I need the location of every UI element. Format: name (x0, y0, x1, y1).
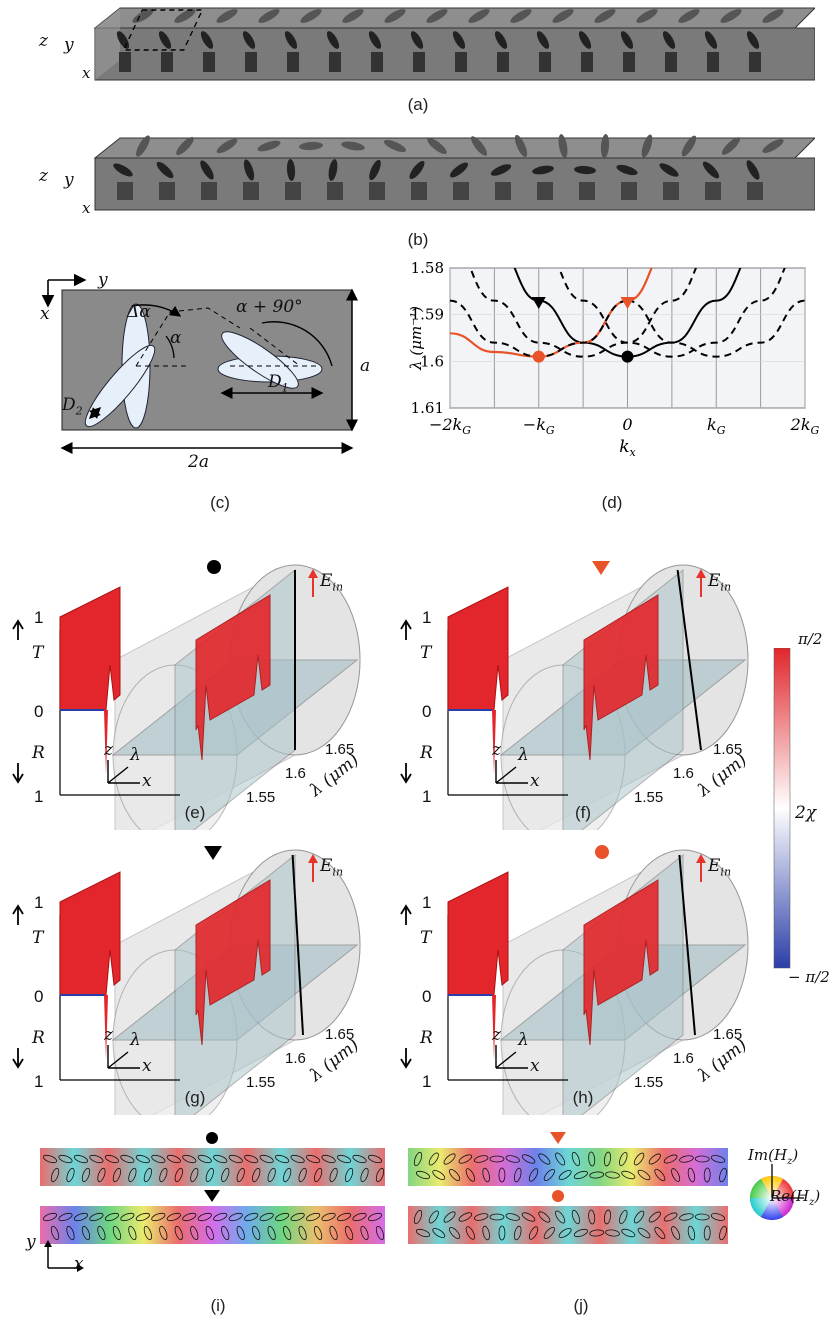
lambda-tick: 1.6 (285, 1050, 306, 1067)
r-label: R (420, 1028, 433, 1048)
x-tick-label: −2kG (429, 415, 471, 437)
e-in-label: Ein (320, 856, 344, 879)
small-x-label: x (142, 771, 152, 791)
y-tick-label: 1.61 (411, 399, 444, 417)
lambda-tick: 1.6 (673, 765, 694, 782)
chart-marker-3 (621, 350, 634, 363)
small-lambda-label: λ (518, 745, 529, 765)
tick-1-bottom: 1 (34, 787, 44, 806)
unit-cell-diagram (41, 273, 358, 454)
chart-marker-2 (532, 350, 545, 363)
colorbar (773, 648, 791, 969)
caption-c: (c) (210, 493, 230, 512)
t-label: T (32, 928, 44, 948)
caption-g: (g) (184, 1088, 206, 1107)
caption-h: (h) (572, 1088, 594, 1107)
lambda-tick: 1.65 (713, 1026, 743, 1043)
series-line-1 (450, 268, 653, 358)
dispersion-chart: 1.58 1.59 1.6 1.61−2kG −kG 0 kG 2kG kx λ (μm⁻¹) (407, 259, 820, 459)
x-axis-label: kx (619, 437, 636, 459)
chart-marker-1 (620, 297, 635, 309)
lambda-tick: 1.55 (634, 1074, 664, 1091)
r-label: R (32, 1028, 45, 1048)
e-in-label: Ein (708, 571, 732, 594)
phase-colorwheel (750, 1164, 804, 1220)
y-tick-label: 1.6 (420, 352, 444, 370)
small-z-label: z (492, 740, 501, 760)
tick-1-top: 1 (34, 893, 44, 912)
small-z-label: z (104, 740, 113, 760)
small-lambda-label: λ (130, 745, 141, 765)
caption-i: (i) (210, 1296, 226, 1315)
x-tick-label: 0 (622, 415, 632, 434)
tick-0: 0 (34, 987, 44, 1006)
e-in-label: Ein (708, 856, 732, 879)
small-z-label: z (104, 1025, 113, 1045)
r-label: R (32, 743, 45, 763)
e-in-label: Ein (320, 571, 344, 594)
t-label: T (32, 643, 44, 663)
field-map-i (40, 1132, 385, 1244)
small-lambda-label: λ (518, 1030, 529, 1050)
tick-0: 0 (422, 987, 432, 1006)
caption-d: (d) (601, 493, 623, 512)
t-label: T (420, 643, 432, 663)
caption-j: (j) (573, 1296, 589, 1315)
tick-1-bottom: 1 (34, 1072, 44, 1091)
tick-1-top: 1 (34, 608, 44, 627)
lambda-tick: 1.65 (325, 741, 355, 758)
series-line-5 (557, 268, 786, 358)
small-z-label: z (492, 1025, 501, 1045)
series-line-3 (469, 268, 698, 358)
field-map-j (408, 1132, 728, 1244)
x-tick-label: −kG (523, 415, 555, 437)
caption-b: (b) (407, 230, 429, 249)
tick-0: 0 (34, 702, 44, 721)
waveguide-a (93, 7, 815, 81)
x-tick-label: 2kG (790, 415, 820, 437)
caption-a: (a) (407, 95, 429, 114)
waveguide-b (93, 134, 815, 211)
r-label: R (420, 743, 433, 763)
y-tick-label: 1.58 (411, 259, 444, 277)
tick-0: 0 (422, 702, 432, 721)
caption-e: (e) (184, 803, 206, 822)
unit-cell-marker (122, 9, 204, 51)
tick-1-top: 1 (422, 893, 432, 912)
small-x-label: x (142, 1056, 152, 1076)
small-lambda-label: λ (130, 1030, 141, 1050)
lambda-tick: 1.55 (634, 789, 664, 806)
small-x-label: x (530, 1056, 540, 1076)
y-axis-label: λ (μm⁻¹) (407, 306, 425, 371)
y-tick-label: 1.59 (411, 306, 444, 324)
series-line-4 (627, 299, 805, 358)
small-x-label: x (530, 771, 540, 791)
caption-f: (f) (574, 803, 592, 822)
lambda-tick: 1.55 (246, 1074, 276, 1091)
lambda-tick: 1.65 (713, 741, 743, 758)
lambda-tick: 1.65 (325, 1026, 355, 1043)
x-tick-label: kG (707, 415, 726, 437)
lambda-tick: 1.6 (673, 1050, 694, 1067)
t-label: T (420, 928, 432, 948)
tick-1-top: 1 (422, 608, 432, 627)
tick-1-bottom: 1 (422, 1072, 432, 1091)
lambda-tick: 1.55 (246, 789, 276, 806)
lambda-tick: 1.6 (285, 765, 306, 782)
tick-1-bottom: 1 (422, 787, 432, 806)
chart-marker-0 (531, 297, 546, 309)
